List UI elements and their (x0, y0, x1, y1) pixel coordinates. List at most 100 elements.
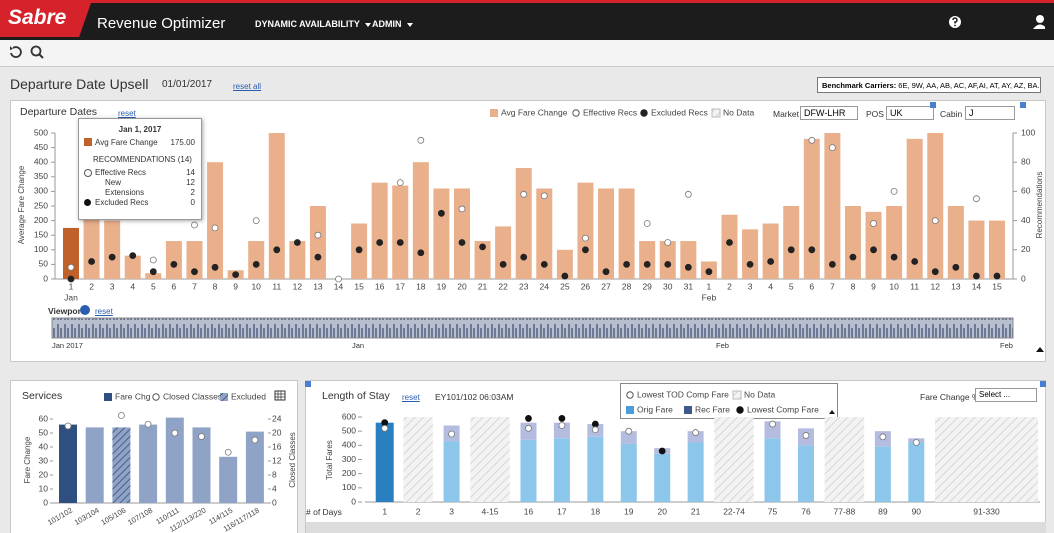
logo[interactable]: Sabre (0, 0, 92, 37)
x-tick-label: 21 (691, 506, 701, 516)
x-tick-label: 6 (809, 281, 814, 291)
legend-swatch (711, 108, 721, 118)
search-icon[interactable] (30, 45, 42, 57)
caret (364, 22, 371, 27)
history-icon[interactable] (10, 46, 22, 58)
market-label: Market (773, 109, 799, 119)
help-icon[interactable] (80, 305, 90, 315)
x-tick-label: 24 (540, 281, 550, 291)
legend-swatch (640, 109, 648, 117)
tick-label: 20 (39, 469, 49, 479)
viewport-strip[interactable] (51, 317, 1014, 339)
panel-title: Departure Dates (20, 106, 98, 118)
viewport-label: Viewport (48, 306, 84, 316)
dot (525, 424, 532, 432)
user-icon[interactable] (1036, 15, 1044, 23)
dot (396, 179, 404, 187)
viewport-tick: Jan 2017 (52, 341, 83, 350)
dot (108, 253, 116, 261)
legend-label: Lowest TOD Comp Fare (637, 389, 729, 399)
tick-label: 4 (272, 483, 277, 493)
dot (381, 424, 389, 432)
dot (314, 231, 322, 239)
bar (620, 443, 637, 502)
dot (870, 246, 877, 254)
legend-label: No Data (744, 389, 775, 399)
pos-select[interactable]: UK (886, 106, 934, 120)
tooltip-marker (84, 199, 91, 206)
dot (602, 268, 610, 276)
bar (908, 442, 925, 502)
benchmark-box[interactable]: Benchmark Carriers: 6E, 9W, AA, AB, AC, … (817, 77, 1041, 93)
no-data-area (403, 417, 433, 502)
menu-item[interactable]: DYNAMIC AVAILABILITY (255, 19, 371, 29)
dot (252, 260, 260, 268)
dot (88, 258, 95, 265)
x-tick-label: 89 (878, 506, 888, 516)
x-tick-label: 18 (591, 506, 601, 516)
x-tick-label: 4 (768, 281, 773, 291)
dot (191, 221, 198, 229)
legend-label: Effective Recs (583, 107, 637, 117)
x-tick-label: 9 (871, 281, 876, 291)
corner-icon (1020, 102, 1026, 108)
x-tick-label: 19 (437, 281, 447, 291)
dot (767, 258, 775, 265)
cabin-select[interactable]: J (965, 106, 1015, 120)
axis-title: Total Fares (325, 440, 334, 480)
dot (67, 263, 75, 271)
x-tick-label: 15 (354, 281, 364, 291)
table-icon[interactable] (274, 390, 286, 401)
x-tick-label: 23 (519, 281, 529, 291)
viewport-reset[interactable]: reset (95, 307, 113, 316)
bar (989, 220, 1005, 279)
bar (865, 211, 882, 279)
x-tick-label: 30 (663, 281, 673, 291)
bar (63, 227, 79, 279)
bar (618, 188, 635, 279)
menu-item[interactable]: ADMIN (372, 19, 413, 29)
dot (170, 260, 178, 268)
tick-label: 80 (1021, 156, 1031, 166)
legend-label: Orig Fare (637, 404, 673, 414)
tooltip-value: 12 (186, 178, 195, 187)
fare-change-select[interactable]: Select ... (975, 388, 1037, 402)
x-tick-label: 22 (498, 281, 508, 291)
tooltip-marker (84, 169, 92, 177)
dot (684, 263, 692, 271)
dot (376, 239, 384, 246)
bar (112, 427, 131, 503)
bar (433, 188, 450, 279)
x-tick-label: 13 (313, 281, 323, 291)
axis-title: Fare Change (23, 436, 32, 483)
dot (808, 246, 816, 254)
fare-change-label: Fare Change % (920, 392, 980, 402)
corner-icon (930, 102, 936, 108)
dot (211, 224, 219, 232)
reset-all[interactable]: reset all (233, 82, 262, 91)
tick-label: 8 (272, 469, 277, 479)
tick-label: 400 (342, 440, 356, 450)
x-tick-label: 25 (560, 281, 570, 291)
axis-title: Average Fare Change (17, 165, 26, 244)
dot (314, 253, 322, 261)
tooltip: Jan 1, 2017 Avg Fare Change 175.00 RECOM… (78, 118, 202, 220)
tick-label: 300 (342, 454, 356, 464)
bar (443, 441, 460, 502)
x-tick-label: 11 (910, 281, 919, 291)
dot (355, 246, 363, 254)
market-select[interactable]: DFW-LHR (800, 106, 858, 120)
x-tick-label: 5 (789, 281, 794, 291)
summary-row (306, 522, 1046, 533)
x-tick-label: 31 (684, 281, 694, 291)
tick-label: 0 (1021, 273, 1026, 283)
legend-collapse[interactable] (829, 410, 835, 414)
los-reset[interactable]: reset (402, 393, 420, 402)
bar (687, 431, 704, 443)
dot (802, 432, 810, 439)
reset[interactable]: reset (118, 109, 136, 118)
collapse-icon[interactable] (1036, 347, 1044, 352)
dot (525, 415, 532, 422)
legend-label: Excluded (231, 391, 266, 401)
dot (911, 258, 919, 265)
